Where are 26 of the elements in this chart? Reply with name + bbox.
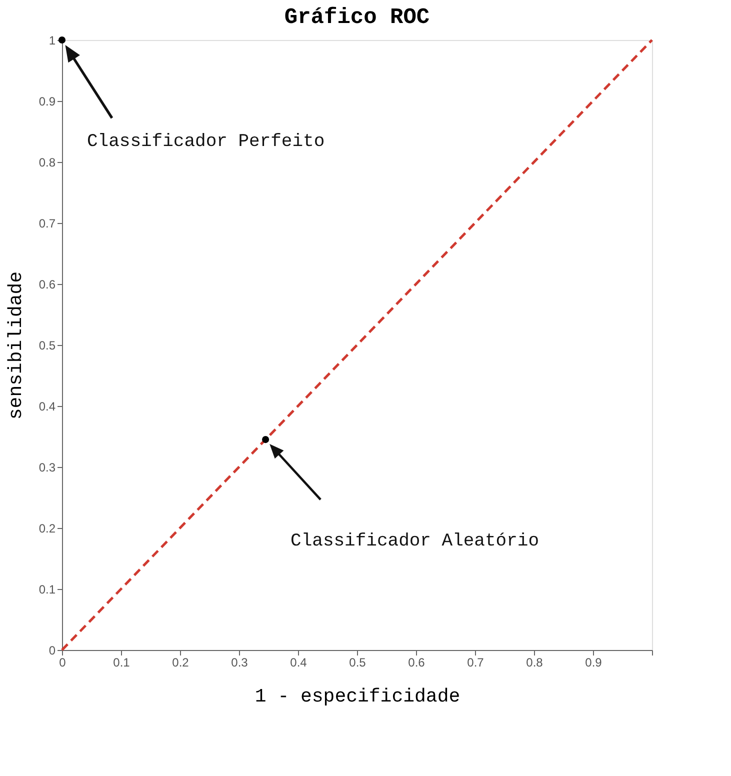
x-tick-label: 0.1 [113, 656, 130, 670]
x-tick-label: 0.6 [408, 656, 426, 670]
chart-title: Gráfico ROC [284, 5, 430, 30]
x-tick-label: 0.3 [231, 656, 248, 670]
annotation: Classificador Perfeito [87, 132, 325, 152]
x-axis-title: 1 - especificidade [254, 686, 460, 708]
x-tick-label: 0.9 [585, 656, 602, 670]
y-tick-label: 0.3 [38, 460, 56, 474]
y-tick-label: 0.9 [38, 94, 56, 108]
y-tick-label: 0.5 [38, 338, 56, 352]
y-tick-label: 0.2 [38, 522, 56, 536]
y-tick-label: 0.4 [38, 400, 56, 414]
x-tick-label: 0 [59, 656, 66, 670]
x-tick-label: 0.4 [290, 656, 308, 670]
y-tick-label: 0.8 [38, 156, 56, 170]
y-tick-label: 0.1 [38, 582, 56, 596]
x-tick-label: 0.7 [467, 656, 484, 670]
y-tick-label: 0.6 [38, 278, 56, 292]
x-tick-label: 0.2 [172, 656, 190, 670]
y-tick-label: 0.7 [38, 216, 56, 230]
annotation: Classificador Aleatório [290, 532, 540, 552]
y-tick-label: 0 [48, 644, 56, 658]
x-tick-label: 0.5 [349, 656, 366, 670]
y-axis-title: sensibilidade [4, 271, 27, 420]
y-tick-label: 1 [48, 34, 56, 48]
x-tick-label: 0.8 [526, 656, 544, 670]
